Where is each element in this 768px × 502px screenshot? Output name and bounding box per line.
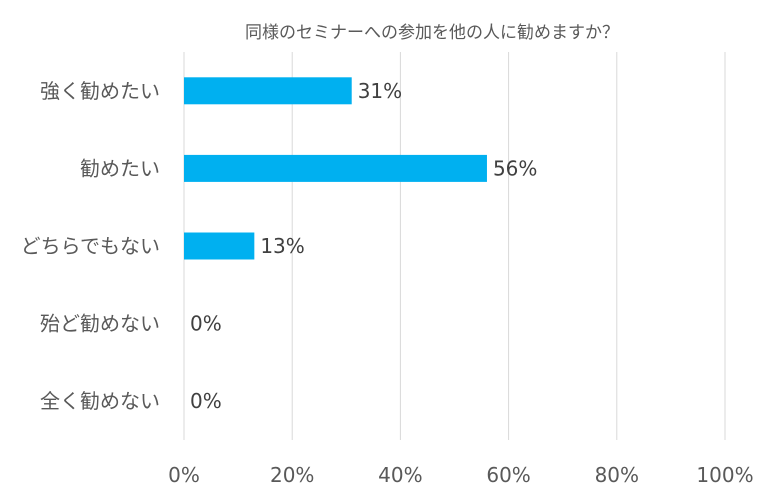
category-label: 勧めたい (80, 156, 160, 180)
bars (184, 77, 487, 260)
bar-0 (184, 77, 352, 105)
data-labels: 31% 56% 13% 0% 0% (190, 79, 537, 413)
data-label: 31% (358, 79, 402, 103)
x-tick-label: 100% (696, 463, 753, 487)
category-label: 殆ど勧めない (40, 312, 160, 336)
data-label: 56% (493, 156, 537, 180)
category-label: 強く勧めたい (40, 79, 160, 103)
x-tick-label: 60% (486, 463, 530, 487)
data-label: 0% (190, 389, 222, 413)
x-tick-label: 40% (378, 463, 422, 487)
bar-2 (184, 232, 255, 260)
chart-title: 同様のセミナーへの参加を他の人に勧めますか？ (245, 23, 619, 43)
category-label: 全く勧めない (40, 389, 160, 413)
category-label: どちらでもない (21, 234, 160, 258)
data-label: 0% (190, 312, 222, 336)
x-axis-tick-labels: 0% 20% 40% 60% 80% 100% (168, 463, 753, 487)
x-tick-label: 20% (270, 463, 314, 487)
gridlines (183, 52, 726, 440)
x-tick-label: 0% (168, 463, 200, 487)
data-label: 13% (260, 234, 304, 258)
x-tick-label: 80% (595, 463, 639, 487)
bar-1 (184, 154, 487, 182)
